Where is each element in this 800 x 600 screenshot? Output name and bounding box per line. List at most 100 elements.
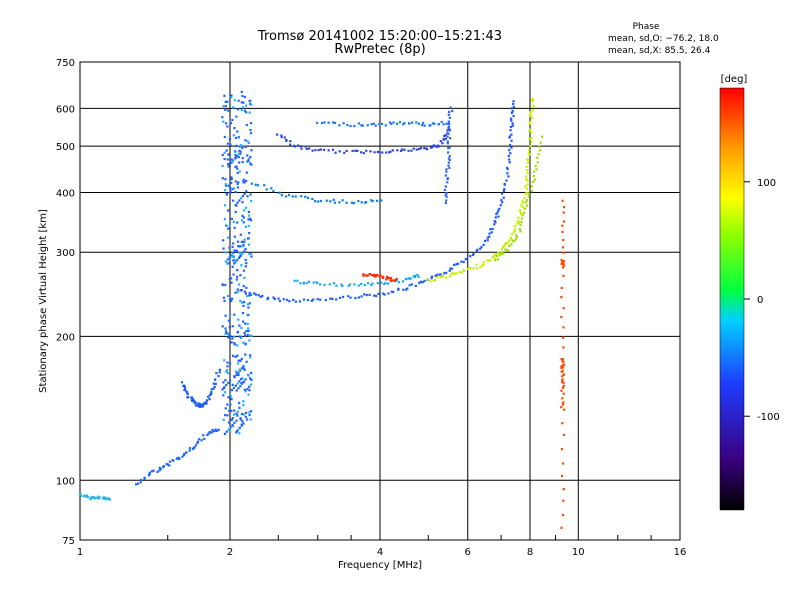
data-point (238, 149, 241, 152)
data-point (229, 122, 233, 125)
data-point (243, 331, 246, 334)
data-point (102, 496, 105, 499)
data-point (221, 153, 224, 157)
data-point (432, 144, 435, 147)
data-point (445, 271, 448, 274)
data-point (325, 199, 328, 202)
data-point (341, 284, 344, 288)
data-point (235, 144, 238, 147)
data-point (222, 418, 225, 421)
data-point (238, 252, 242, 255)
data-point (221, 116, 224, 119)
data-point (241, 201, 244, 204)
data-point (235, 278, 238, 281)
data-point (233, 342, 236, 345)
data-point (239, 150, 242, 153)
data-point (560, 358, 563, 361)
data-point (244, 292, 248, 295)
data-point (368, 273, 372, 276)
data-point (266, 297, 269, 301)
data-point (235, 430, 239, 433)
data-point (535, 168, 538, 171)
data-point (226, 365, 229, 368)
data-point (508, 161, 511, 164)
data-point (254, 293, 258, 296)
data-point (349, 283, 352, 286)
data-point (359, 151, 363, 154)
data-point (509, 117, 513, 120)
data-point (230, 418, 233, 422)
data-point (316, 281, 319, 284)
data-point (340, 283, 343, 286)
data-point (423, 124, 426, 127)
data-point (227, 381, 230, 384)
data-point (488, 235, 491, 238)
data-point (324, 298, 327, 302)
data-point (222, 120, 225, 123)
data-point (370, 199, 373, 202)
data-point (244, 415, 247, 418)
data-point (562, 238, 565, 242)
data-point (310, 299, 313, 302)
data-point (526, 183, 529, 186)
data-point (242, 365, 245, 368)
data-point (209, 392, 213, 395)
data-point (236, 275, 239, 278)
data-point (562, 392, 565, 395)
data-point (450, 272, 453, 275)
data-point (503, 244, 506, 247)
data-point (529, 128, 532, 131)
data-point (364, 200, 368, 204)
data-point (446, 135, 449, 138)
data-point (245, 262, 248, 265)
data-point (236, 171, 239, 175)
data-point (188, 449, 191, 452)
data-point (202, 434, 205, 437)
data-point (530, 140, 533, 144)
data-point (523, 207, 527, 210)
data-point (241, 214, 244, 217)
data-point (539, 141, 542, 144)
data-point (357, 199, 360, 203)
data-point (231, 423, 234, 427)
data-point (152, 469, 155, 472)
data-point (224, 391, 227, 394)
data-point (249, 354, 252, 357)
data-point (241, 420, 244, 423)
data-point (246, 195, 249, 198)
data-point (561, 358, 564, 361)
data-point (490, 231, 493, 234)
data-point (224, 122, 228, 125)
data-point (343, 151, 346, 155)
data-point (248, 411, 251, 414)
data-point (241, 94, 244, 98)
data-point (500, 247, 504, 250)
data-point (168, 464, 171, 467)
data-point (227, 396, 230, 399)
data-point (297, 144, 300, 147)
data-point (215, 429, 219, 433)
data-point (422, 121, 425, 124)
data-point (385, 278, 388, 281)
data-point (240, 336, 243, 339)
data-point (536, 161, 539, 164)
data-point (517, 219, 520, 223)
data-point (335, 298, 338, 301)
data-point (239, 233, 242, 236)
data-point (246, 303, 249, 306)
data-point (489, 228, 492, 231)
data-point (385, 275, 389, 278)
data-point (338, 296, 342, 299)
data-point (332, 282, 336, 285)
data-point (242, 101, 245, 104)
data-point (232, 251, 235, 254)
data-point (237, 283, 241, 286)
data-point (236, 330, 239, 334)
data-point (246, 327, 250, 330)
data-point (108, 498, 111, 501)
data-point (240, 264, 243, 267)
data-point (233, 258, 236, 261)
data-point (248, 389, 251, 392)
data-point (224, 251, 227, 254)
data-point (491, 256, 494, 259)
